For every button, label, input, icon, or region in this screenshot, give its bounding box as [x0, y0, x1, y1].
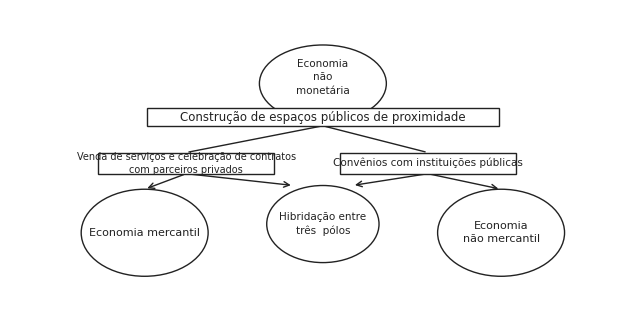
Ellipse shape — [81, 189, 208, 276]
FancyBboxPatch shape — [340, 152, 516, 174]
Text: Economia mercantil: Economia mercantil — [89, 228, 200, 238]
Text: Economia
não mercantil: Economia não mercantil — [462, 221, 540, 245]
Text: Hibridação entre
três  pólos: Hibridação entre três pólos — [279, 212, 367, 236]
Text: Economia
não
monetária: Economia não monetária — [296, 59, 350, 96]
FancyBboxPatch shape — [98, 152, 274, 174]
Text: Convênios com instituições públicas: Convênios com instituições públicas — [333, 158, 523, 168]
Ellipse shape — [266, 185, 379, 263]
Text: Construção de espaços públicos de proximidade: Construção de espaços públicos de proxim… — [180, 110, 466, 124]
Ellipse shape — [260, 45, 386, 122]
FancyBboxPatch shape — [147, 109, 499, 126]
Text: Venda de serviços e celebração de contratos
com parceiros privados: Venda de serviços e celebração de contra… — [77, 151, 295, 175]
Ellipse shape — [438, 189, 564, 276]
